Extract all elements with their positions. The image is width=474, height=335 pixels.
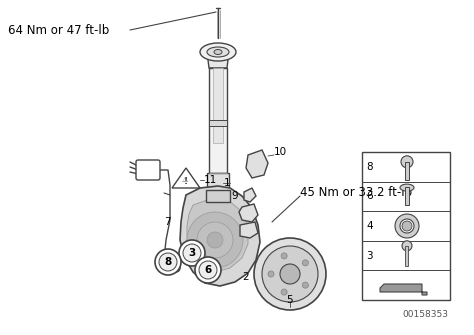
Polygon shape: [207, 52, 229, 68]
Text: 8: 8: [366, 162, 373, 172]
Circle shape: [262, 246, 318, 302]
Polygon shape: [380, 284, 427, 295]
Circle shape: [195, 257, 221, 283]
Circle shape: [199, 261, 217, 279]
Text: 3: 3: [188, 248, 196, 258]
Circle shape: [401, 156, 413, 168]
Circle shape: [280, 264, 300, 284]
Text: 5: 5: [287, 295, 293, 305]
Circle shape: [281, 253, 287, 259]
Ellipse shape: [400, 184, 414, 191]
Ellipse shape: [200, 43, 236, 61]
Polygon shape: [239, 204, 258, 222]
Circle shape: [172, 264, 180, 272]
Circle shape: [302, 282, 309, 288]
Text: 8: 8: [164, 257, 172, 267]
Bar: [405, 187, 409, 205]
Polygon shape: [246, 150, 268, 178]
Circle shape: [402, 221, 412, 231]
Circle shape: [268, 271, 274, 277]
Bar: [209, 120, 227, 126]
Ellipse shape: [207, 47, 229, 57]
Polygon shape: [172, 168, 200, 188]
Text: 10: 10: [274, 147, 287, 157]
Circle shape: [402, 241, 412, 251]
Text: 00158353: 00158353: [402, 310, 448, 319]
FancyBboxPatch shape: [136, 160, 160, 180]
Circle shape: [159, 253, 177, 271]
Bar: [405, 246, 409, 266]
Text: 4: 4: [366, 221, 373, 231]
Text: 7: 7: [164, 217, 170, 227]
Bar: [209, 68, 227, 173]
Polygon shape: [240, 222, 258, 238]
Polygon shape: [187, 199, 248, 272]
Text: 6: 6: [366, 191, 373, 201]
Polygon shape: [244, 188, 256, 202]
Circle shape: [302, 260, 309, 266]
Text: 45 Nm or 33.2 ft-lb: 45 Nm or 33.2 ft-lb: [300, 186, 412, 199]
Text: ⚠: ⚠: [182, 177, 188, 183]
Circle shape: [179, 240, 205, 266]
Bar: [362, 152, 450, 300]
Text: 3: 3: [366, 251, 373, 261]
Text: 11: 11: [204, 175, 217, 185]
Text: 64 Nm or 47 ft-lb: 64 Nm or 47 ft-lb: [8, 23, 109, 37]
Text: 2: 2: [242, 272, 249, 282]
Bar: [405, 162, 409, 180]
Circle shape: [197, 222, 233, 258]
Circle shape: [207, 232, 223, 248]
Circle shape: [183, 244, 201, 262]
Text: 6: 6: [204, 265, 211, 275]
Text: !: !: [184, 177, 188, 186]
Circle shape: [187, 212, 243, 268]
Circle shape: [254, 238, 326, 310]
Circle shape: [281, 289, 287, 295]
Bar: [213, 68, 223, 143]
Text: 9: 9: [231, 191, 238, 201]
Text: 1: 1: [224, 178, 231, 188]
Circle shape: [155, 249, 181, 275]
Bar: [206, 190, 230, 202]
Bar: [207, 173, 229, 193]
Polygon shape: [180, 186, 260, 286]
Ellipse shape: [214, 50, 222, 55]
